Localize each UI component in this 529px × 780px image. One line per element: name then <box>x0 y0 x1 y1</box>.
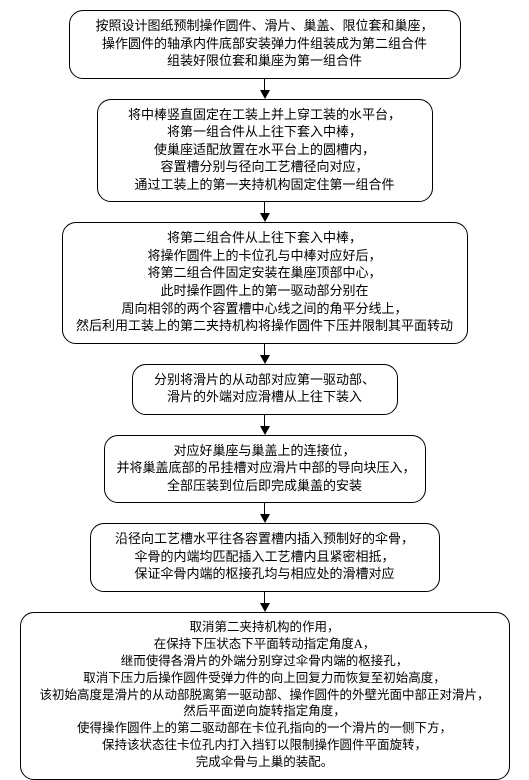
node-text: 取消下压力后操作圆件受弹力件的向上回复力而恢复至初始高度， <box>33 670 497 687</box>
flow-node-4: 分别将滑片的从动部对应第一驱动部、 滑片的外端对应滑槽从上往下装入 <box>132 364 398 415</box>
node-text: 周向相邻的两个容置槽中心线之间的角平分线上， <box>75 300 455 318</box>
node-text: 然后平面逆向旋转指定角度， <box>33 703 497 720</box>
node-text: 滑片的外端对应滑槽从上往下装入 <box>145 388 385 406</box>
arrow-down-icon <box>260 202 270 222</box>
flow-node-6: 沿径向工艺槽水平往各容置槽内插入预制好的伞骨， 伞骨的内端均匹配插入工艺槽内且紧… <box>90 523 440 592</box>
node-text: 分别将滑片的从动部对应第一驱动部、 <box>145 371 385 389</box>
node-text: 在保持下压状态下平面转动指定角度A， <box>33 636 497 653</box>
node-text: 继而使得各滑片的外端分别穿过伞骨内端的枢接孔， <box>33 653 497 670</box>
node-text: 伞骨的内端均匹配插入工艺槽内且紧密相抵， <box>103 548 427 566</box>
node-text: 使得操作圆件上的第二驱动部在卡位孔指向的一个滑片的一侧下方， <box>33 720 497 737</box>
node-text: 按照设计图纸预制操作圆件、滑片、巢盖、限位套和巢座， <box>82 17 448 35</box>
node-text: 通过工装上的第一夹持机构固定住第一组合件 <box>110 176 420 194</box>
node-text: 将操作圆件上的卡位孔与中棒对应好后， <box>75 247 455 265</box>
arrow-down-icon <box>260 415 270 435</box>
node-text: 取消第二夹持机构的作用， <box>33 619 497 636</box>
node-text: 沿径向工艺槽水平往各容置槽内插入预制好的伞骨， <box>103 530 427 548</box>
node-text: 容置槽分别与径向工艺槽径向对应， <box>110 158 420 176</box>
node-text: 保证伞骨内端的枢接孔均与相应处的滑槽对应 <box>103 565 427 583</box>
flow-node-1: 按照设计图纸预制操作圆件、滑片、巢盖、限位套和巢座， 操作圆件的轴承内件底部安装… <box>69 10 461 79</box>
node-text: 对应好巢座与巢盖上的连接位， <box>117 442 413 460</box>
flow-node-5: 对应好巢座与巢盖上的连接位， 并将巢盖底部的吊挂槽对应滑片中部的导向块压入， 全… <box>104 435 426 504</box>
node-text: 将中棒竖直固定在工装上并上穿工装的水平台， <box>110 106 420 124</box>
flow-node-7: 取消第二夹持机构的作用， 在保持下压状态下平面转动指定角度A， 继而使得各滑片的… <box>20 612 510 780</box>
node-text: 该初始高度是滑片的从动部脱离第一驱动部、操作圆件的外壁光面中部正对滑片， <box>33 687 497 704</box>
flow-node-2: 将中棒竖直固定在工装上并上穿工装的水平台， 将第一组合件从上往下套入中棒， 使巢… <box>97 99 433 203</box>
node-text: 此时操作圆件上的第一驱动部分别在 <box>75 282 455 300</box>
node-text: 全部压装到位后即完成巢盖的安装 <box>117 477 413 495</box>
node-text: 将第二组合件固定安装在巢座顶部中心， <box>75 264 455 282</box>
flowchart: 按照设计图纸预制操作圆件、滑片、巢盖、限位套和巢座， 操作圆件的轴承内件底部安装… <box>10 10 519 780</box>
node-text: 然后利用工装上的第二夹持机构将操作圆件下压并限制其平面转动 <box>75 317 455 335</box>
node-text: 组装好限位套和巢座为第一组合件 <box>82 52 448 70</box>
node-text: 将第一组合件从上往下套入中棒， <box>110 123 420 141</box>
node-text: 保持该状态往卡位孔内打入挡钉以限制操作圆件平面旋转， <box>33 737 497 754</box>
arrow-down-icon <box>260 503 270 523</box>
arrow-down-icon <box>260 592 270 612</box>
node-text: 操作圆件的轴承内件底部安装弹力件组装成为第二组合件 <box>82 35 448 53</box>
node-text: 将第二组合件从上往下套入中棒， <box>75 229 455 247</box>
arrow-down-icon <box>260 344 270 364</box>
node-text: 并将巢盖底部的吊挂槽对应滑片中部的导向块压入， <box>117 459 413 477</box>
node-text: 使巢座适配放置在水平台上的圆槽内， <box>110 141 420 159</box>
arrow-down-icon <box>260 79 270 99</box>
flow-node-3: 将第二组合件从上往下套入中棒， 将操作圆件上的卡位孔与中棒对应好后， 将第二组合… <box>62 222 468 343</box>
node-text: 完成伞骨与上巢的装配。 <box>33 754 497 771</box>
